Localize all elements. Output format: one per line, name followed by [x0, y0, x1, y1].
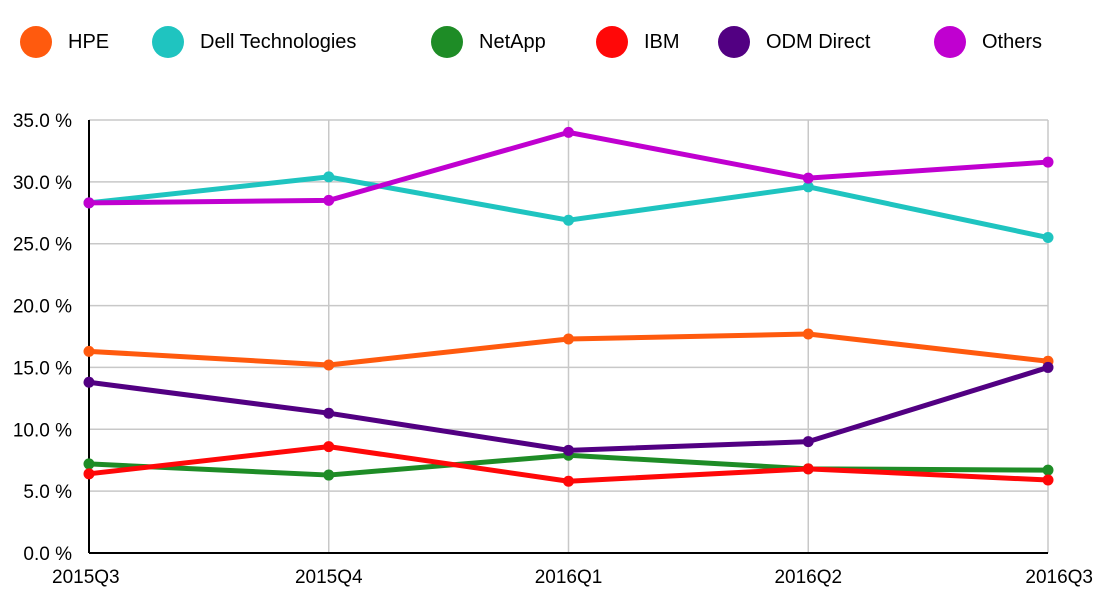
- legend-label: Others: [982, 30, 1043, 53]
- data-point: [563, 126, 574, 138]
- legend-item: Dell Technologies: [152, 26, 356, 58]
- y-tick-labels: 0.0 % 5.0 % 10.0 % 15.0 % 20.0 % 25.0 % 30.0 %…: [13, 111, 72, 565]
- x-tick-label: 2016Q1: [535, 567, 603, 588]
- data-point: [323, 171, 335, 183]
- data-point: [563, 475, 574, 487]
- data-point: [802, 463, 814, 475]
- axes: [88, 120, 1048, 554]
- data-point: [323, 441, 335, 453]
- data-point: [1042, 464, 1054, 476]
- legend-item: HPE: [20, 26, 109, 58]
- legend-swatch: [431, 26, 463, 58]
- x-tick-labels: 2015Q3 2015Q4 2016Q1 2016Q2 2016Q3: [52, 567, 1093, 588]
- data-point: [323, 469, 335, 481]
- data-point: [323, 194, 335, 206]
- data-point: [1042, 156, 1054, 168]
- y-tick-label: 35.0 %: [13, 111, 72, 132]
- data-point: [323, 359, 335, 371]
- legend-swatch: [718, 26, 750, 58]
- data-point: [323, 407, 335, 419]
- data-point: [563, 214, 574, 226]
- y-tick-label: 5.0 %: [23, 482, 72, 503]
- data-point: [563, 333, 574, 345]
- data-point: [83, 197, 95, 209]
- legend-swatch: [934, 26, 966, 58]
- data-point: [1042, 232, 1054, 244]
- data-point: [802, 181, 814, 193]
- legend-label: HPE: [68, 30, 110, 53]
- series-group: [83, 328, 1054, 371]
- y-tick-label: 30.0 %: [13, 173, 72, 194]
- legend-swatch: [20, 26, 52, 58]
- legend-item: NetApp: [431, 26, 546, 58]
- y-tick-label: 25.0 %: [13, 235, 72, 256]
- series-group: [83, 361, 1054, 456]
- x-tick-label: 2015Q4: [295, 567, 363, 588]
- legend-label: Dell Technologies: [200, 30, 357, 53]
- y-tick-label: 15.0 %: [13, 358, 72, 379]
- legend: HPE Dell Technologies NetApp IBM ODM Direct O…: [0, 0, 1099, 84]
- data-point: [1042, 361, 1054, 373]
- y-tick-label: 20.0 %: [13, 297, 72, 318]
- data-point: [802, 436, 814, 448]
- series-group: [83, 126, 1054, 209]
- legend-swatch: [152, 26, 184, 58]
- x-tick-label: 2016Q3: [1025, 567, 1093, 588]
- data-point: [83, 468, 95, 480]
- legend-item: Others: [934, 26, 1042, 58]
- legend-swatch: [596, 26, 628, 58]
- y-tick-label: 10.0 %: [13, 420, 72, 441]
- legend-label: NetApp: [479, 30, 546, 53]
- data-point: [802, 172, 814, 184]
- data-point: [563, 444, 574, 456]
- legend-label: ODM Direct: [766, 30, 871, 53]
- y-tick-label: 0.0 %: [23, 544, 72, 565]
- x-tick-label: 2016Q2: [774, 567, 842, 588]
- data-point: [83, 376, 95, 388]
- x-tick-label: 2015Q3: [52, 567, 120, 588]
- data-point: [802, 328, 814, 340]
- data-point: [1042, 474, 1054, 486]
- legend-item: IBM: [596, 26, 680, 58]
- legend-item: ODM Direct: [718, 26, 870, 58]
- data-point: [83, 345, 95, 357]
- legend-label: IBM: [644, 30, 680, 53]
- data-point: [83, 458, 95, 470]
- series-lines: [83, 126, 1054, 487]
- series-group: [83, 441, 1054, 487]
